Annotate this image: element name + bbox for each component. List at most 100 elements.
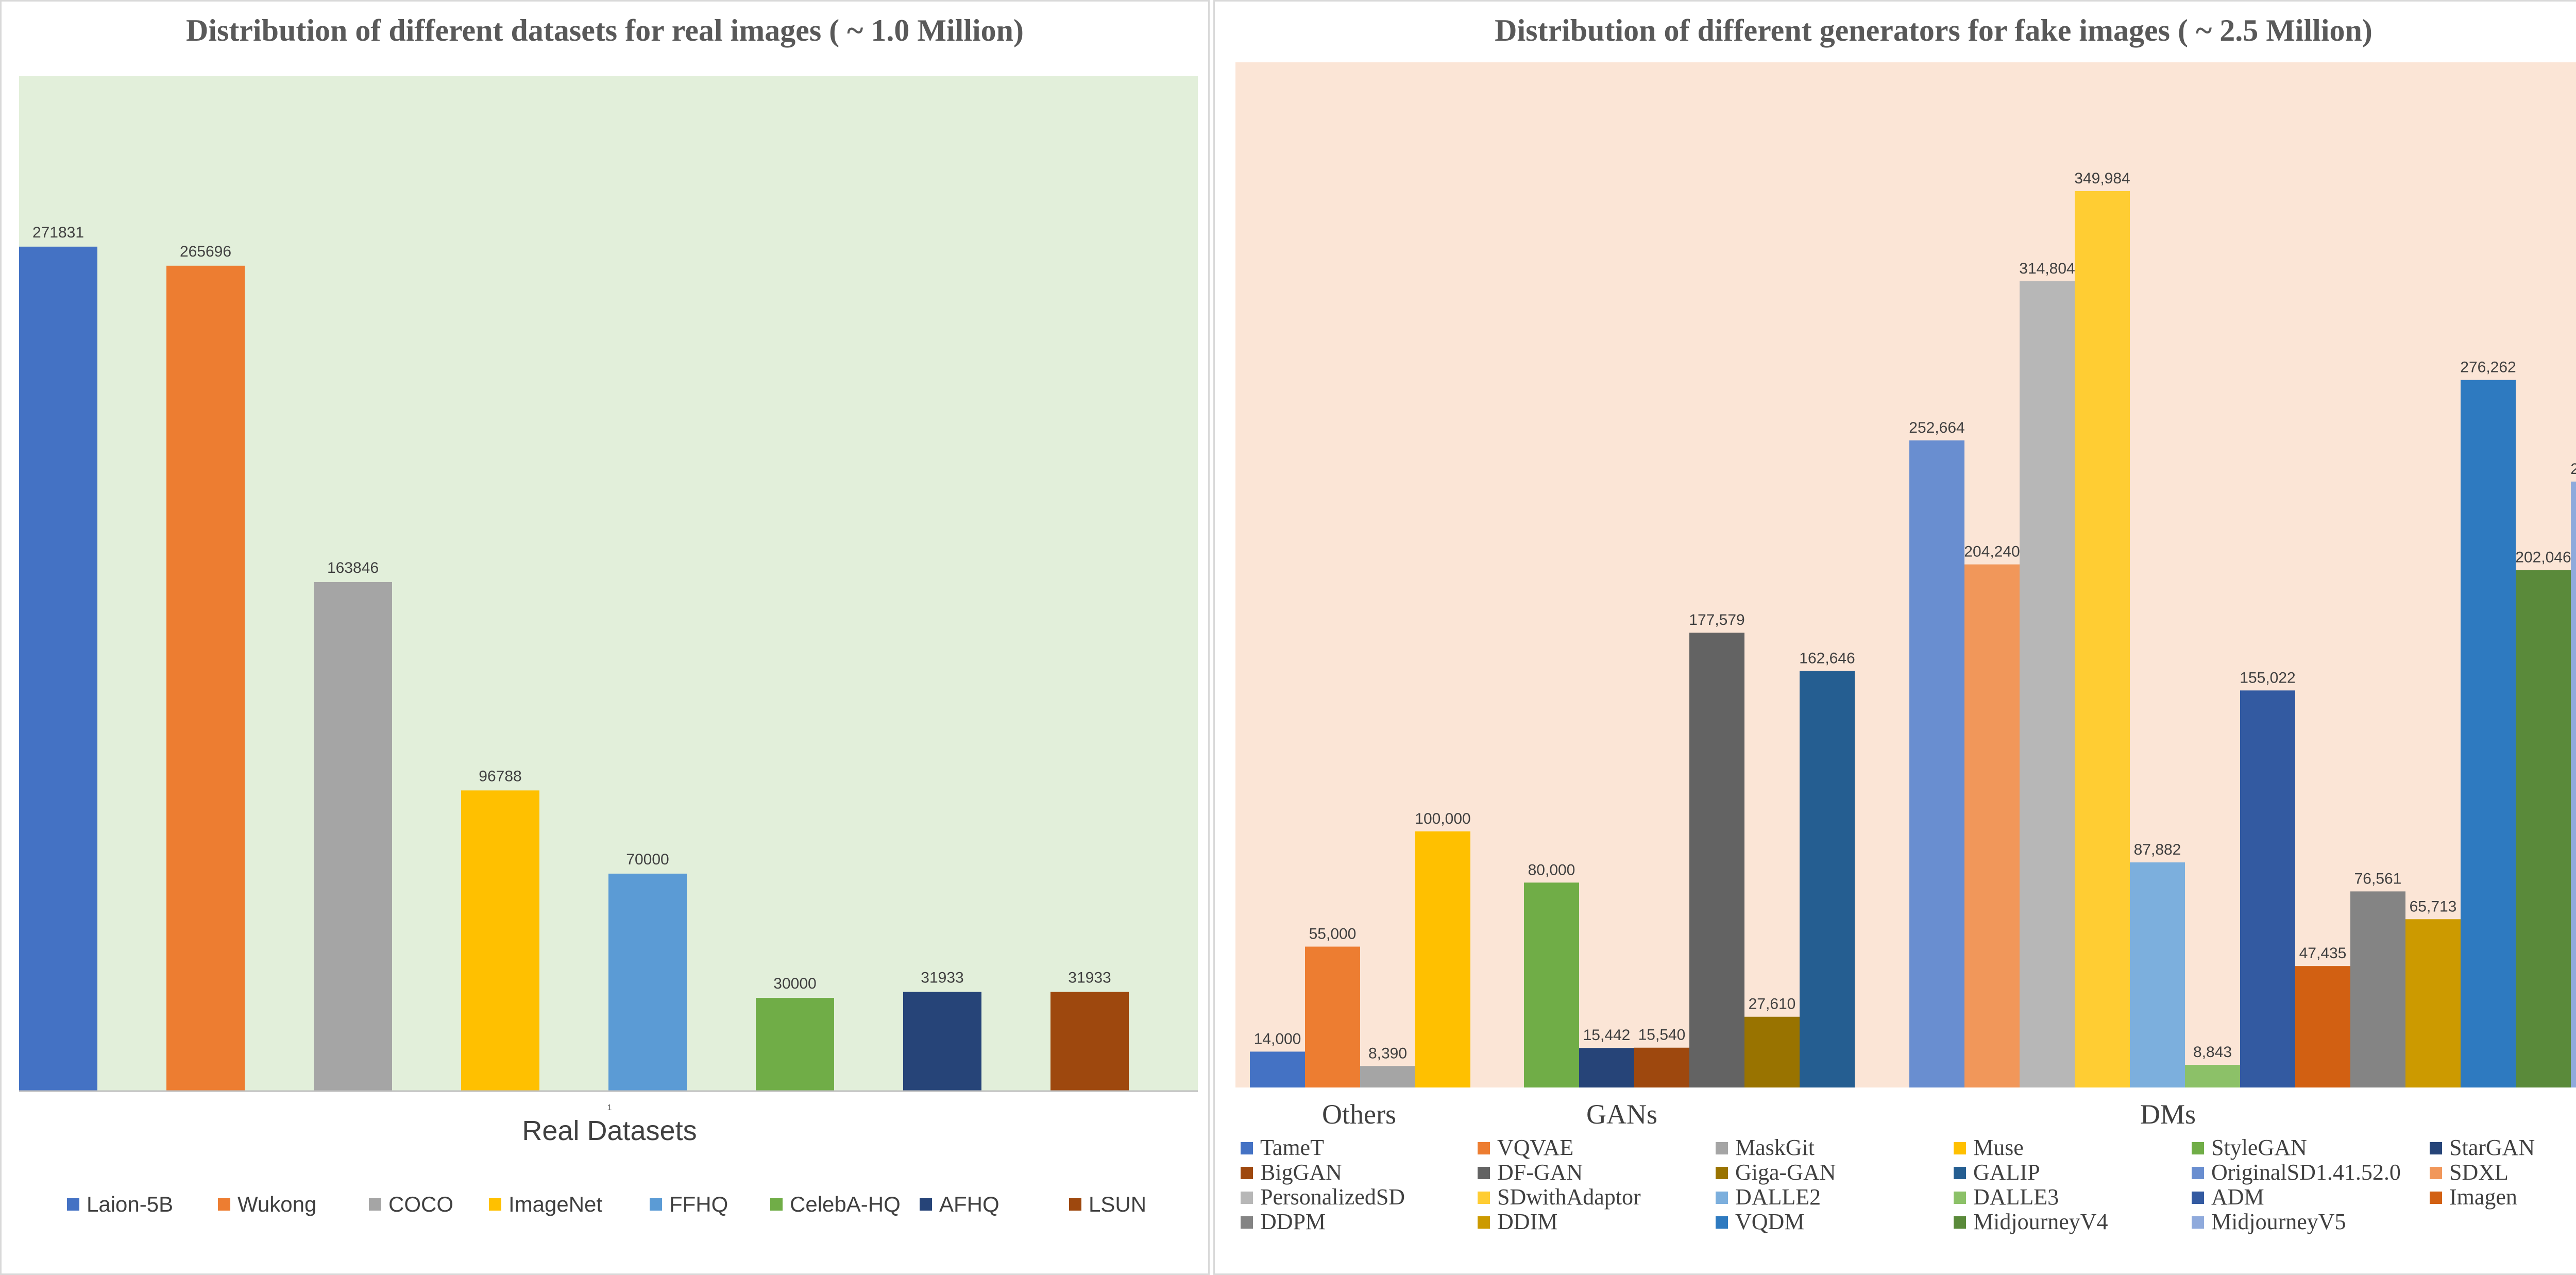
bar-ffhq xyxy=(608,873,687,1091)
legend-label: CelebA-HQ xyxy=(790,1192,901,1216)
legend-label: MidjourneyV4 xyxy=(1973,1209,2108,1234)
data-label-muse: 100,000 xyxy=(1415,810,1470,827)
legend-swatch xyxy=(1478,1142,1490,1154)
legend-item-dalle2: DALLE2 xyxy=(1716,1185,1821,1209)
fake-chart-title: Distribution of different generators for… xyxy=(1495,13,2372,47)
data-label-lsun: 31933 xyxy=(1068,969,1111,986)
legend-label: GALIP xyxy=(1973,1160,2040,1185)
bar-ddpm xyxy=(2350,891,2405,1087)
legend-swatch xyxy=(2430,1191,2442,1204)
legend-label: TameT xyxy=(1260,1135,1324,1160)
bar-originalsd1-41-52-0 xyxy=(1909,440,1964,1087)
data-label-vqvae: 55,000 xyxy=(1309,926,1357,943)
legend-item-tamet: TameT xyxy=(1241,1136,1324,1160)
data-label-adm: 155,022 xyxy=(2240,669,2295,686)
x-tick-label: 1 xyxy=(607,1103,612,1112)
legend-label: DF-GAN xyxy=(1497,1160,1583,1185)
legend-label: MaskGit xyxy=(1735,1135,1815,1160)
legend-swatch xyxy=(1241,1191,1253,1204)
legend-swatch xyxy=(1954,1142,1966,1154)
real-chart-title: Distribution of different datasets for r… xyxy=(185,13,1024,47)
data-label-dalle2: 87,882 xyxy=(2134,841,2181,858)
legend-swatch xyxy=(2192,1166,2204,1179)
legend-item-coco: COCO xyxy=(369,1193,453,1216)
data-label-df-gan: 177,579 xyxy=(1689,611,1744,628)
fake-images-chart-panel: Distribution of different generators for… xyxy=(1213,0,2576,1275)
legend-swatch xyxy=(1241,1166,1253,1179)
legend-item-sdxl: SDXL xyxy=(2430,1161,2509,1184)
data-label-stargan: 15,442 xyxy=(1583,1027,1631,1044)
legend-label: StyleGAN xyxy=(2211,1135,2307,1160)
data-label-biggan: 15,540 xyxy=(1638,1027,1686,1044)
legend-item-wukong: Wukong xyxy=(218,1193,316,1216)
bar-laion-5b xyxy=(19,246,97,1091)
legend-item-muse: Muse xyxy=(1954,1136,2024,1160)
data-label-imagen: 47,435 xyxy=(2299,945,2347,962)
legend-item-midjourneyv4: MidjourneyV4 xyxy=(1954,1210,2108,1234)
legend-item-personalizedsd: PersonalizedSD xyxy=(1241,1185,1405,1209)
legend-item-ffhq: FFHQ xyxy=(650,1193,728,1216)
bar-celeba-hq xyxy=(756,998,834,1091)
bar-stylegan xyxy=(1524,882,1579,1087)
data-label-midjourneyv4: 202,046 xyxy=(2515,549,2571,566)
bar-muse xyxy=(1415,831,1470,1087)
data-label-sdxl: 204,240 xyxy=(1964,543,2020,560)
data-label-originalsd1-41-52-0: 252,664 xyxy=(1909,419,1964,436)
bar-lsun xyxy=(1050,992,1129,1091)
legend-swatch xyxy=(920,1198,932,1211)
legend-item-laion-5b: Laion-5B xyxy=(67,1193,173,1216)
legend-swatch xyxy=(1954,1191,1966,1204)
legend-swatch xyxy=(1716,1191,1728,1204)
bar-sdxl xyxy=(1964,564,2020,1087)
data-label-galip: 162,646 xyxy=(1799,650,1855,667)
legend-swatch xyxy=(2192,1216,2204,1229)
data-label-coco: 163846 xyxy=(327,559,379,576)
bar-adm xyxy=(2240,690,2295,1087)
legend-item-sdwithadaptor: SDwithAdaptor xyxy=(1478,1185,1641,1209)
bar-midjourneyv4 xyxy=(2516,570,2571,1087)
legend-swatch xyxy=(1954,1166,1966,1179)
data-label-stylegan: 80,000 xyxy=(1528,861,1575,878)
legend-swatch xyxy=(2192,1142,2204,1154)
bar-biggan xyxy=(1634,1047,1689,1087)
legend-item-giga-gan: Giga-GAN xyxy=(1716,1161,1836,1184)
real-images-chart: 271831 265696 163846 96788 70000 30000 31933 31… xyxy=(19,76,1198,1146)
bar-galip xyxy=(1800,671,1855,1087)
group-label-dms: DMs xyxy=(2140,1099,2196,1130)
legend-label: COCO xyxy=(388,1192,453,1216)
legend-label: Imagen xyxy=(2449,1184,2517,1210)
legend-swatch xyxy=(1716,1142,1728,1154)
bar-afhq xyxy=(903,992,981,1091)
legend-item-adm: ADM xyxy=(2192,1185,2264,1209)
legend-item-ddim: DDIM xyxy=(1478,1210,1557,1234)
bar-dalle2 xyxy=(2130,862,2185,1087)
legend-item-ddpm: DDPM xyxy=(1241,1210,1326,1234)
legend-label: StarGAN xyxy=(2449,1135,2535,1160)
legend-label: PersonalizedSD xyxy=(1260,1184,1405,1210)
legend-item-lsun: LSUN xyxy=(1069,1193,1146,1216)
bar-wukong xyxy=(166,265,245,1092)
legend-label: ImageNet xyxy=(509,1192,603,1216)
bar-stargan xyxy=(1579,1048,1634,1087)
legend-item-galip: GALIP xyxy=(1954,1161,2040,1184)
legend-label: SDwithAdaptor xyxy=(1497,1184,1641,1210)
legend-label: DALLE3 xyxy=(1973,1184,2059,1210)
data-label-ddim: 65,713 xyxy=(2410,898,2457,915)
data-label-maskgit: 8,390 xyxy=(1368,1045,1407,1062)
bar-maskgit xyxy=(1360,1066,1415,1087)
legend-label: DDIM xyxy=(1497,1209,1558,1234)
data-label-afhq: 31933 xyxy=(921,969,963,986)
legend-label: Muse xyxy=(1973,1135,2024,1160)
legend-swatch xyxy=(1478,1216,1490,1229)
legend-item-vqvae: VQVAE xyxy=(1478,1136,1573,1160)
legend-label: LSUN xyxy=(1089,1192,1147,1216)
legend-label: MidjourneyV5 xyxy=(2211,1209,2346,1234)
legend-swatch xyxy=(489,1198,501,1211)
legend-label: OriginalSD1.41.52.0 xyxy=(2211,1160,2401,1185)
data-label-imagenet: 96788 xyxy=(479,768,521,785)
legend-item-celeba-hq: CelebA-HQ xyxy=(770,1193,901,1216)
bar-coco xyxy=(314,582,392,1091)
legend-item-imagen: Imagen xyxy=(2430,1185,2517,1209)
x-axis-title: Real Datasets xyxy=(522,1115,697,1146)
legend-swatch xyxy=(2192,1191,2204,1204)
